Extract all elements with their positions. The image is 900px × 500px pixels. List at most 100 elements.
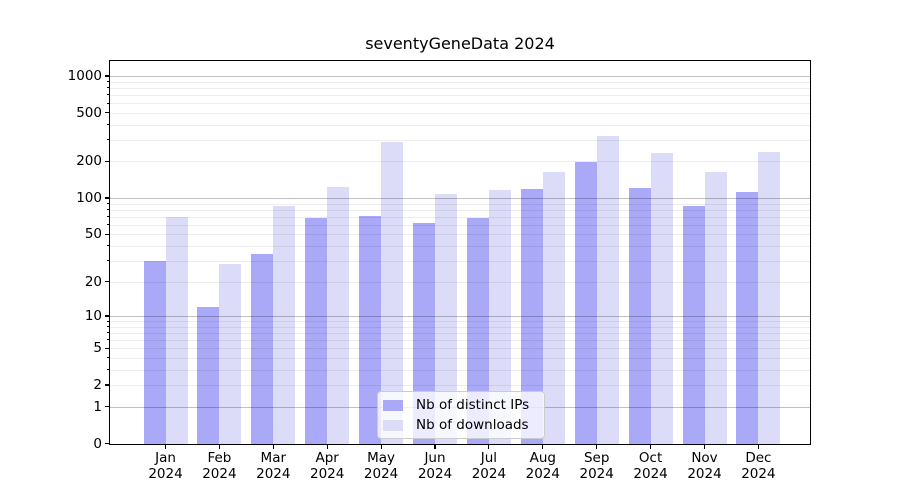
gridline-minor — [110, 139, 810, 141]
y-axis-tick-label: 500 — [76, 104, 102, 121]
gridline-minor — [110, 103, 810, 105]
y-minor-tick-mark — [107, 209, 110, 211]
gridline-minor — [110, 369, 810, 371]
y-minor-tick-mark — [107, 81, 110, 83]
y-axis-tick-label: 100 — [76, 189, 102, 206]
y-tick-mark — [105, 112, 110, 114]
x-axis-tick-label: Dec 2024 — [741, 449, 776, 483]
y-axis-tick-label: 1000 — [67, 67, 102, 84]
y-axis-tick-label: 200 — [76, 153, 102, 170]
gridline-minor — [110, 245, 810, 247]
bar-distinct-ips — [305, 218, 328, 444]
y-axis-tick-label: 1 — [93, 398, 102, 415]
gridline-minor — [110, 161, 810, 163]
bar-downloads — [596, 135, 619, 444]
bar-downloads — [381, 141, 404, 444]
gridline-major — [110, 75, 810, 77]
y-axis-tick-label: 50 — [84, 226, 102, 243]
y-minor-tick-mark — [107, 102, 110, 104]
x-axis-tick-label: Jun 2024 — [417, 449, 453, 483]
y-minor-tick-mark — [107, 339, 110, 341]
gridline-minor — [110, 339, 810, 341]
y-tick-mark — [105, 197, 110, 199]
x-tick-mark — [703, 443, 706, 449]
gridline-minor — [110, 332, 810, 334]
y-tick-mark — [105, 315, 110, 317]
gridline-minor — [110, 234, 810, 236]
y-tick-mark — [105, 347, 110, 349]
x-axis-tick-label: May 2024 — [363, 449, 399, 483]
y-minor-tick-mark — [107, 320, 110, 322]
x-axis-tick-label: Jan 2024 — [148, 449, 183, 483]
x-tick-mark — [272, 443, 274, 449]
x-axis-tick-label: Apr 2024 — [310, 449, 345, 483]
y-minor-tick-mark — [107, 216, 110, 218]
y-minor-tick-mark — [107, 326, 110, 328]
bar-downloads — [758, 151, 781, 444]
bar-distinct-ips — [682, 205, 705, 444]
bar-downloads — [488, 190, 511, 444]
bar-distinct-ips — [413, 223, 435, 444]
gridline-minor — [110, 281, 810, 283]
y-tick-mark — [105, 280, 110, 283]
legend-item-downloads: Nb of downloads — [383, 417, 537, 433]
bar-distinct-ips — [359, 215, 382, 444]
x-tick-mark — [542, 443, 544, 449]
gridline-minor — [110, 326, 810, 328]
x-tick-mark — [164, 443, 167, 449]
x-tick-mark — [488, 443, 490, 449]
x-axis-tick-label: Jul 2024 — [471, 449, 507, 483]
gridline-minor — [110, 209, 810, 211]
bar-distinct-ips — [520, 189, 543, 444]
x-axis-tick-label: Sep 2024 — [579, 449, 614, 483]
gridline-minor — [110, 348, 810, 350]
gridline-minor — [110, 81, 810, 83]
x-axis-tick-label: Feb 2024 — [202, 449, 237, 483]
x-tick-mark — [650, 443, 652, 449]
bar-downloads — [650, 152, 673, 444]
x-axis-tick-label: Aug 2024 — [525, 449, 560, 483]
bar-distinct-ips — [466, 218, 489, 444]
x-tick-mark — [326, 443, 328, 449]
bar-distinct-ips — [251, 254, 274, 444]
y-minor-tick-mark — [107, 203, 110, 205]
y-minor-tick-mark — [107, 224, 110, 226]
y-tick-mark — [105, 160, 110, 162]
y-axis-tick-label: 5 — [93, 340, 102, 357]
bar-distinct-ips — [197, 307, 220, 444]
x-axis-tick-label: Oct 2024 — [633, 449, 668, 483]
bar-distinct-ips — [574, 162, 597, 444]
gridline-major — [110, 315, 810, 317]
bar-downloads — [542, 171, 565, 444]
y-minor-tick-mark — [107, 94, 110, 96]
gridline-major — [110, 197, 810, 199]
legend-label-distinct-ips: Nb of distinct IPs — [416, 397, 530, 413]
gridline-minor — [110, 124, 810, 126]
bar-distinct-ips — [143, 260, 166, 444]
y-tick-mark — [105, 442, 110, 445]
gridline-minor — [110, 260, 810, 262]
x-tick-mark — [596, 443, 598, 449]
y-minor-tick-mark — [107, 87, 110, 89]
gridline-minor — [110, 216, 810, 218]
y-axis-tick-label: 0 — [93, 435, 102, 452]
bar-distinct-ips — [628, 187, 651, 444]
gridline-minor — [110, 224, 810, 226]
x-axis-tick-label: Nov 2024 — [687, 449, 722, 483]
y-minor-tick-mark — [107, 139, 110, 141]
x-tick-mark — [380, 443, 382, 449]
bar-downloads — [435, 193, 457, 444]
y-tick-mark — [105, 406, 110, 408]
y-tick-mark — [105, 233, 110, 235]
x-tick-mark — [434, 443, 436, 449]
y-axis-tick-label: 20 — [84, 273, 102, 290]
gridline-minor — [110, 94, 810, 96]
gridline-minor — [110, 321, 810, 322]
gridline-minor — [110, 357, 810, 359]
y-axis-tick-label: 2 — [93, 377, 102, 394]
y-tick-mark — [105, 75, 110, 77]
y-minor-tick-mark — [107, 245, 110, 247]
y-minor-tick-mark — [107, 357, 110, 359]
y-minor-tick-mark — [107, 124, 110, 126]
y-axis-tick-label: 10 — [84, 307, 102, 324]
